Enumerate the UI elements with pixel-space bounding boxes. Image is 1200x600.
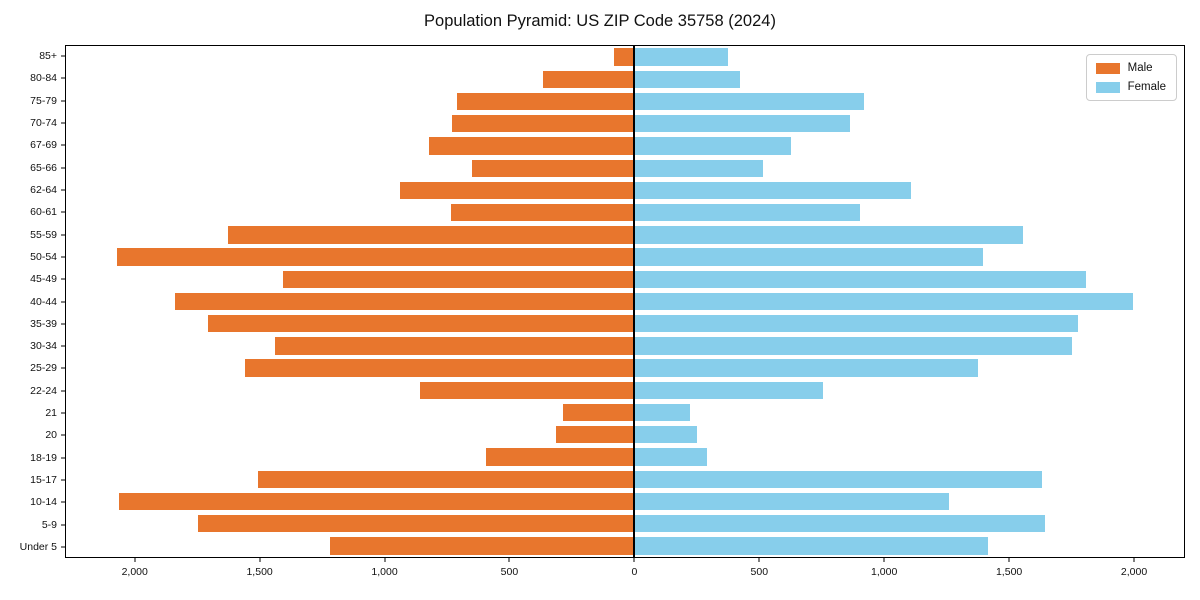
y-tick-label-80-84: 80-84 xyxy=(30,72,57,85)
legend-entry-female: Female xyxy=(1095,81,1166,93)
bars-layer xyxy=(66,46,1184,557)
x-tick-mark xyxy=(259,558,261,562)
x-tick-label-500: 500 xyxy=(500,566,519,578)
x-tick-mark xyxy=(1133,558,1135,562)
y-tick-label-67-69: 67-69 xyxy=(30,139,57,152)
female-bar-67-69 xyxy=(634,137,792,155)
y-tick-label-40-44: 40-44 xyxy=(30,295,57,308)
male-color-swatch xyxy=(1095,62,1120,74)
male-bar-5-9 xyxy=(197,515,635,533)
female-bar-18-19 xyxy=(634,448,707,466)
y-tick-label-15-17: 15-17 xyxy=(30,473,57,486)
x-tick-mark xyxy=(508,558,510,562)
legend-male-label: Male xyxy=(1127,62,1153,74)
female-bar-62-64 xyxy=(634,181,912,200)
female-bar-45-49 xyxy=(634,270,1086,288)
male-bar-15-17 xyxy=(257,470,635,488)
female-bar-40-44 xyxy=(634,292,1134,311)
y-tick-label-55-59: 55-59 xyxy=(30,228,57,241)
male-bar-55-59 xyxy=(227,226,635,244)
y-tick-label-18-19: 18-19 xyxy=(30,451,57,464)
male-bar-80-84 xyxy=(543,70,635,88)
legend-entry-male: Male xyxy=(1095,62,1166,74)
y-tick-label-21: 21 xyxy=(45,407,57,420)
x-tick-label-0: 0 xyxy=(631,566,638,578)
male-bar-62-64 xyxy=(399,181,635,200)
x-tick-label-2,000: 2,000 xyxy=(121,566,148,578)
male-bar-50-54 xyxy=(116,248,635,266)
female-color-swatch xyxy=(1095,81,1120,93)
y-tick-label-75-79: 75-79 xyxy=(30,94,57,107)
male-bar-Under 5 xyxy=(330,537,635,555)
male-bar-75-79 xyxy=(457,92,635,111)
y-tick-label-Under 5: Under 5 xyxy=(19,540,57,553)
female-bar-25-29 xyxy=(634,359,979,377)
female-bar-70-74 xyxy=(634,115,851,133)
legend-female-label: Female xyxy=(1127,81,1166,93)
y-tick-label-20: 20 xyxy=(45,429,57,442)
female-bar-85+ xyxy=(634,48,728,66)
female-bar-21 xyxy=(634,403,691,422)
female-bar-50-54 xyxy=(634,248,984,266)
plot-area: Male Female xyxy=(65,45,1185,558)
x-tick-label-500: 500 xyxy=(750,566,769,578)
female-bar-75-79 xyxy=(634,92,864,111)
female-bar-20 xyxy=(634,426,697,444)
zero-axis-line xyxy=(633,46,636,557)
female-bar-55-59 xyxy=(634,226,1024,244)
x-tick-label-1,500: 1,500 xyxy=(995,566,1023,578)
y-tick-label-65-66: 65-66 xyxy=(30,161,57,174)
x-tick-mark xyxy=(633,558,635,562)
female-bar-80-84 xyxy=(634,70,741,88)
male-bar-30-34 xyxy=(275,337,635,355)
male-bar-10-14 xyxy=(119,492,635,511)
chart-title: Population Pyramid: US ZIP Code 35758 (2… xyxy=(424,12,776,30)
male-bar-18-19 xyxy=(485,448,635,466)
legend: Male Female xyxy=(1085,54,1177,101)
male-bar-67-69 xyxy=(428,137,635,155)
y-tick-label-45-49: 45-49 xyxy=(30,273,57,286)
x-tick-label-1,000: 1,000 xyxy=(871,566,898,578)
male-bar-20 xyxy=(555,426,635,444)
x-tick-mark xyxy=(758,558,760,562)
male-bar-21 xyxy=(563,403,635,422)
y-tick-label-62-64: 62-64 xyxy=(30,183,57,196)
x-tick-label-1,500: 1,500 xyxy=(246,566,273,578)
y-tick-label-70-74: 70-74 xyxy=(30,117,57,130)
male-bar-40-44 xyxy=(175,292,635,311)
female-bar-65-66 xyxy=(634,159,763,177)
female-bar-22-24 xyxy=(634,381,823,400)
y-tick-label-25-29: 25-29 xyxy=(30,362,57,375)
female-bar-10-14 xyxy=(634,492,949,511)
male-bar-45-49 xyxy=(282,270,635,288)
male-bar-70-74 xyxy=(452,115,635,133)
x-tick-mark xyxy=(883,558,885,562)
y-tick-label-50-54: 50-54 xyxy=(30,250,57,263)
male-bar-65-66 xyxy=(472,159,635,177)
y-tick-label-5-9: 5-9 xyxy=(41,518,57,531)
male-bar-25-29 xyxy=(245,359,635,377)
y-tick-label-35-39: 35-39 xyxy=(30,317,57,330)
female-bar-Under 5 xyxy=(634,537,989,555)
x-tick-mark xyxy=(384,558,386,562)
x-tick-label-1,000: 1,000 xyxy=(371,566,398,578)
male-bar-85+ xyxy=(614,48,635,66)
female-bar-35-39 xyxy=(634,315,1079,333)
x-tick-mark xyxy=(134,558,136,562)
female-bar-15-17 xyxy=(634,470,1043,488)
female-bar-30-34 xyxy=(634,337,1073,355)
y-tick-label-85+: 85+ xyxy=(39,50,57,63)
male-bar-35-39 xyxy=(207,315,635,333)
x-tick-label-2,000: 2,000 xyxy=(1120,566,1148,578)
x-tick-mark xyxy=(1008,558,1010,562)
y-tick-label-10-14: 10-14 xyxy=(30,496,57,509)
female-bar-60-61 xyxy=(634,203,861,222)
y-tick-label-60-61: 60-61 xyxy=(30,206,57,219)
male-bar-60-61 xyxy=(451,203,635,222)
male-bar-22-24 xyxy=(419,381,635,400)
female-bar-5-9 xyxy=(634,515,1045,533)
y-tick-label-22-24: 22-24 xyxy=(30,384,57,397)
y-tick-label-30-34: 30-34 xyxy=(30,340,57,353)
